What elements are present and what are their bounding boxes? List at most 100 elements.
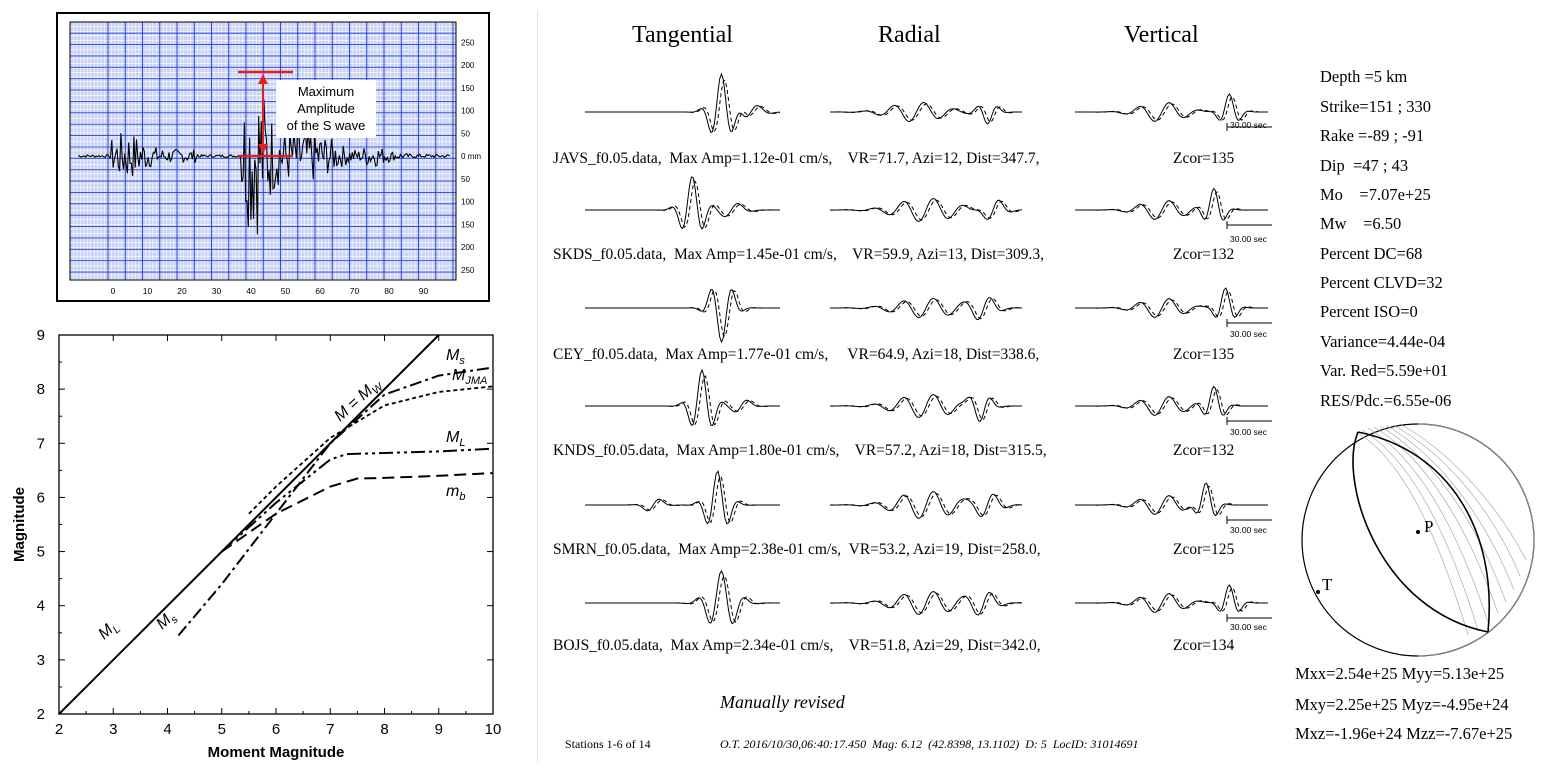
y-tick-label: 5 <box>37 544 45 561</box>
seismogram-panel: 250 200 150 100 50 0 mm 50 100 150 200 250 0 10 20 30 4… <box>56 12 490 302</box>
observed-trace <box>1075 385 1268 416</box>
synthetic-trace <box>1075 485 1268 516</box>
synthetic-trace <box>585 79 781 133</box>
station-zcor: Zcor=125 <box>1173 541 1235 558</box>
synthetic-trace <box>585 375 780 426</box>
observed-trace <box>1075 93 1268 122</box>
y-tick-label: 250 <box>461 266 475 275</box>
label-mb: mb <box>446 483 465 503</box>
synthetic-trace <box>585 180 780 229</box>
observed-trace <box>1075 187 1268 221</box>
x-tick-label: 30 <box>212 286 222 296</box>
param-percent-iso: Percent ISO=0 <box>1320 302 1418 321</box>
time-scale-label: 30.00 sec <box>1230 427 1267 437</box>
time-scale-label: 30.00 sec <box>1230 234 1267 244</box>
x-tick-label: 7 <box>326 721 334 738</box>
synthetic-trace <box>830 103 1022 123</box>
y-tick-label: 150 <box>461 84 475 93</box>
station-label: BOJS_f0.05.data, Max Amp=2.34e-01 cm/s, … <box>553 637 1041 654</box>
x-tick-label: 10 <box>143 286 153 296</box>
observed-trace <box>830 101 1022 125</box>
y-tick-label: 200 <box>461 243 475 252</box>
observed-trace <box>585 176 780 230</box>
observed-trace <box>585 289 780 344</box>
header-radial: Radial <box>878 22 941 48</box>
param-mo: Mo =7.07e+25 <box>1320 185 1431 204</box>
observed-trace <box>1075 584 1268 613</box>
param-var-red: Var. Red=5.59e+01 <box>1320 361 1449 380</box>
series-mjma-line <box>248 385 494 515</box>
observed-trace <box>830 393 1022 423</box>
synthetic-trace <box>585 476 780 524</box>
p-axis-label: P <box>1424 517 1433 536</box>
y-tick-label: 200 <box>461 61 475 70</box>
time-scale-label: 30.00 sec <box>1230 622 1267 632</box>
annotation-text: of the S wave <box>287 118 366 133</box>
x-tick-label: 50 <box>281 286 291 296</box>
synthetic-trace <box>585 575 780 623</box>
observed-trace <box>585 470 780 525</box>
station-label: JAVS_f0.05.data, Max Amp=1.12e-01 cm/s, … <box>553 150 1040 167</box>
x-tick-label: 70 <box>350 286 360 296</box>
x-tick-label: 80 <box>384 286 394 296</box>
station-zcor: Zcor=135 <box>1173 150 1235 167</box>
synthetic-trace <box>829 492 1022 517</box>
x-axis-label: Moment Magnitude <box>208 744 345 761</box>
x-tick-label: 6 <box>272 721 280 738</box>
time-scale-label: 30.00 sec <box>1230 329 1267 339</box>
observed-trace <box>585 569 780 625</box>
y-tick-label: 7 <box>37 435 45 452</box>
x-tick-label: 2 <box>55 721 63 738</box>
param-percent-dc: Percent DC=68 <box>1320 244 1423 263</box>
observed-trace <box>1075 287 1268 319</box>
station-zcor: Zcor=132 <box>1173 442 1235 459</box>
synthetic-trace <box>829 199 1023 221</box>
x-tick-label: 40 <box>246 286 256 296</box>
y-tick-label: 9 <box>37 327 45 344</box>
synthetic-trace <box>1075 388 1268 416</box>
series-ms-line <box>177 366 494 637</box>
stations-count: Stations 1-6 of 14 <box>565 737 651 751</box>
param-percent-clvd: Percent CLVD=32 <box>1320 273 1443 292</box>
annotation-box <box>276 80 376 138</box>
annotation-text: Amplitude <box>297 101 355 116</box>
observed-trace <box>830 297 1022 321</box>
tensor-row-3: Mxz=-1.96e+24 Mzz=-7.67e+25 <box>1295 724 1513 743</box>
station-label: CEY_f0.05.data, Max Amp=1.77e-01 cm/s, V… <box>553 346 1040 363</box>
x-tick-label: 8 <box>380 721 388 738</box>
x-tick-label: 90 <box>419 286 429 296</box>
y-tick-label: 0 mm <box>461 152 481 161</box>
param-strike: Strike=151 ; 330 <box>1320 97 1432 116</box>
synthetic-trace <box>585 289 780 338</box>
observed-trace <box>1075 482 1268 517</box>
y-tick-label: 150 <box>461 220 475 229</box>
x-tick-label: 0 <box>111 286 116 296</box>
header-tangential: Tangential <box>632 22 733 48</box>
tensor-row-2: Mxy=2.25e+25 Myz=-4.95e+24 <box>1295 695 1509 714</box>
y-tick-label: 4 <box>37 598 45 615</box>
arrow-head-down <box>258 144 268 154</box>
observed-trace <box>585 72 781 134</box>
arrow-head-up <box>258 74 268 84</box>
x-tick-label: 4 <box>163 721 171 738</box>
x-tick-label: 60 <box>315 286 325 296</box>
event-info: O.T. 2016/10/30,06:40:17.450 Mag: 6.12 (… <box>720 737 1139 751</box>
param-rake: Rake =-89 ; -91 <box>1320 126 1425 145</box>
observed-trace <box>585 368 780 427</box>
manually-revised-label: Manually revised <box>720 692 845 712</box>
station-label: SMRN_f0.05.data, Max Amp=2.38e-01 cm/s, … <box>553 541 1041 558</box>
y-tick-label: 100 <box>461 198 475 207</box>
seismogram-plot: 250 200 150 100 50 0 mm 50 100 150 200 250 0 10 20 30 4… <box>69 21 481 296</box>
param-variance: Variance=4.44e-04 <box>1320 332 1446 351</box>
station-zcor: Zcor=135 <box>1173 346 1235 363</box>
label-ms: Ms <box>446 347 465 367</box>
param-depth: Depth =5 km <box>1320 67 1408 86</box>
y-axis-label: Magnitude <box>11 487 28 562</box>
time-scale-label: 30.00 sec <box>1230 120 1267 130</box>
tensor-row-1: Mxx=2.54e+25 Myy=5.13e+25 <box>1295 664 1505 683</box>
observed-trace <box>830 490 1022 520</box>
t-axis-label: T <box>1322 575 1333 594</box>
observed-trace <box>830 197 1023 223</box>
y-tick-label: 8 <box>37 381 45 398</box>
observed-trace <box>830 590 1023 616</box>
